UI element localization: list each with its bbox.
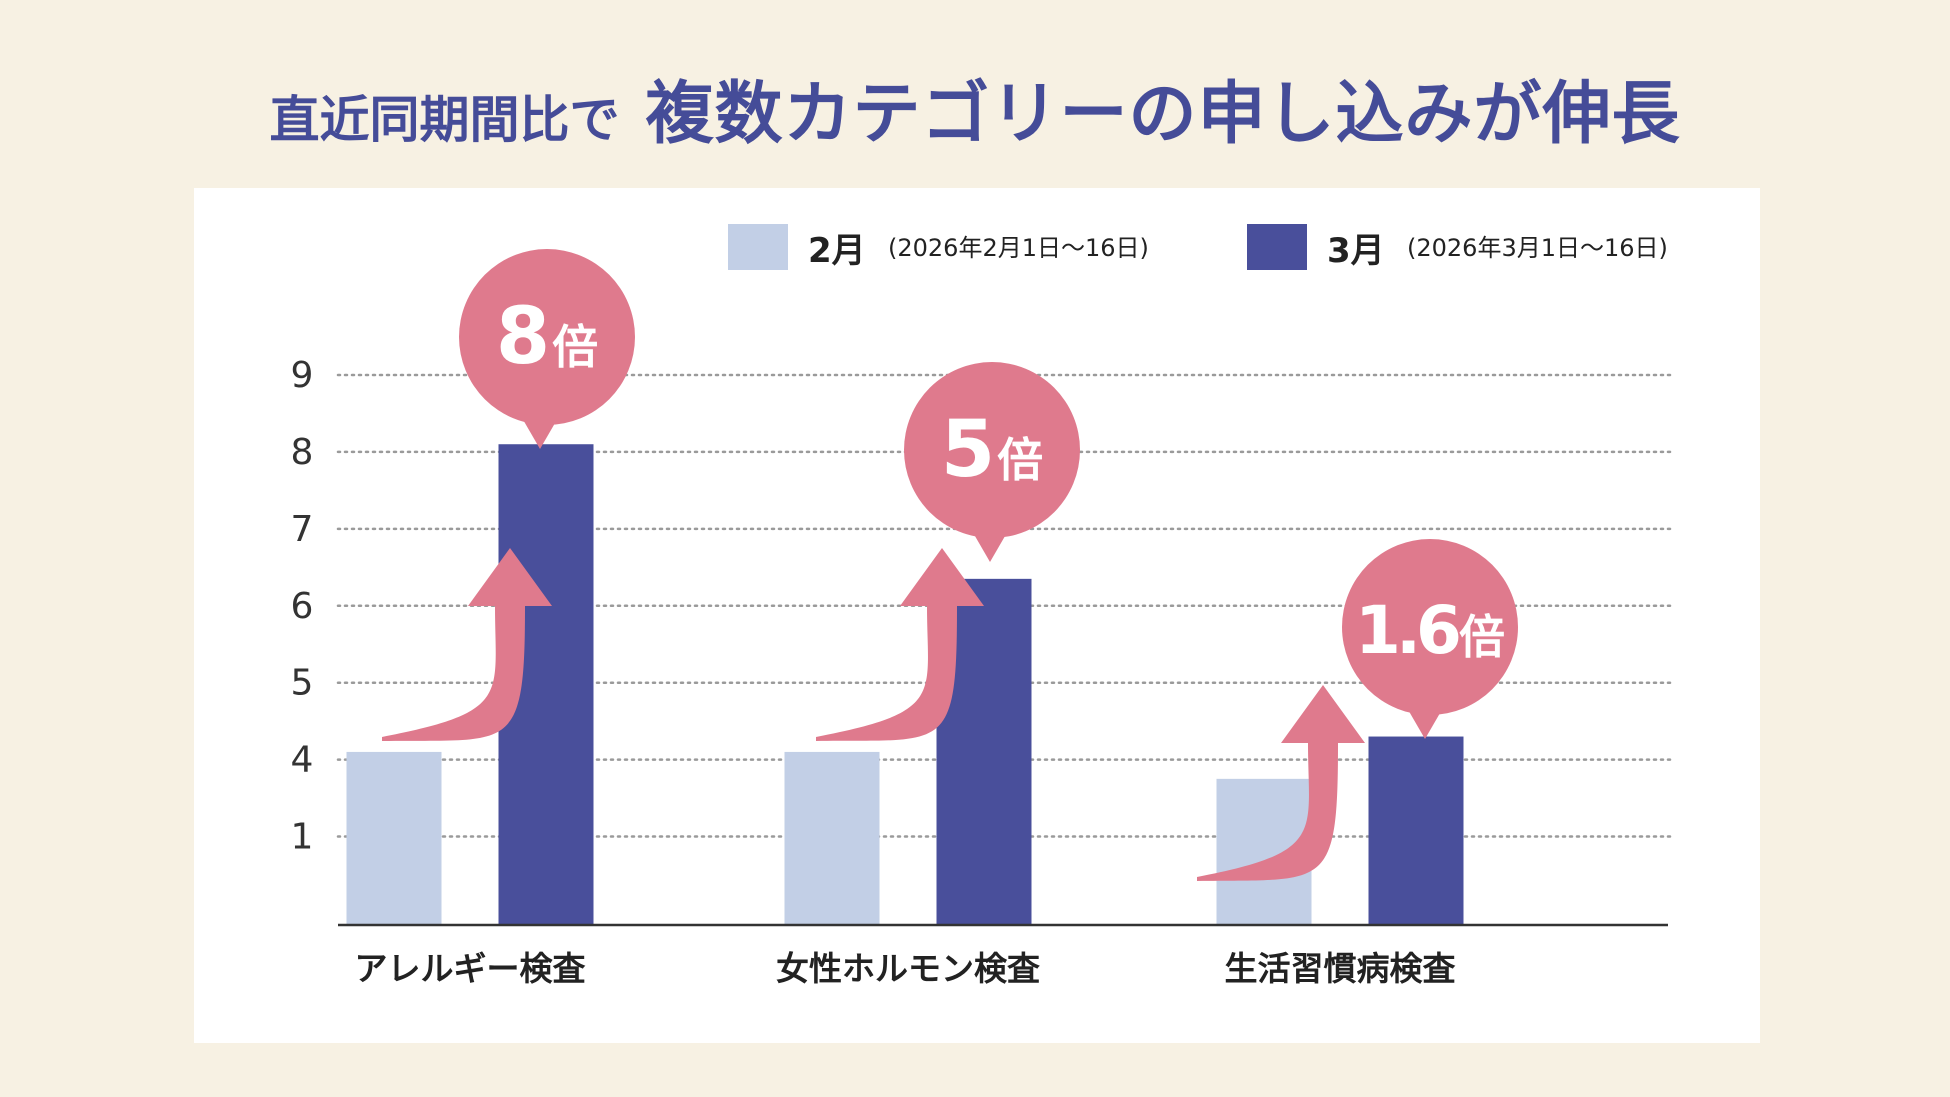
legend-period: (2026年3月1日〜16日): [1407, 234, 1668, 262]
multiplier-label: 8倍: [496, 292, 598, 382]
y-tick-label: 9: [291, 355, 314, 396]
bar-mar: [1368, 736, 1464, 925]
growth-arrow: [382, 548, 552, 741]
bar-feb: [346, 751, 442, 925]
bar-feb: [784, 751, 880, 925]
y-tick-label: 8: [291, 432, 314, 473]
legend-label: 3月: [1327, 231, 1385, 271]
multiplier-bubble: [1342, 539, 1518, 715]
multiplier-label: 5倍: [941, 405, 1043, 495]
category-label: 生活習慣病検査: [1225, 949, 1456, 988]
legend-swatch: [728, 224, 788, 270]
page-title: 直近同期間比で 複数カテゴリーの申し込みが伸長: [0, 58, 1950, 157]
category-label: アレルギー検査: [355, 949, 586, 988]
multiplier-bubble: [459, 249, 635, 425]
category-label: 女性ホルモン検査: [776, 949, 1040, 988]
multiplier-label: 1.6倍: [1355, 592, 1505, 669]
legend-swatch: [1247, 224, 1307, 270]
title-prefix: 直近同期間比で: [269, 91, 620, 149]
growth-arrow: [816, 548, 984, 741]
growth-arrow: [1197, 685, 1365, 881]
y-tick-label: 6: [291, 586, 314, 627]
y-tick-label: 1: [291, 817, 314, 858]
y-tick-label: 5: [291, 663, 314, 704]
legend-label: 2月: [808, 231, 866, 271]
legend-period: (2026年2月1日〜16日): [888, 234, 1149, 262]
y-tick-label: 4: [291, 740, 314, 781]
multiplier-bubble: [904, 362, 1080, 538]
title-main: 複数カテゴリーの申し込みが伸長: [645, 75, 1681, 154]
y-tick-label: 7: [291, 509, 314, 550]
